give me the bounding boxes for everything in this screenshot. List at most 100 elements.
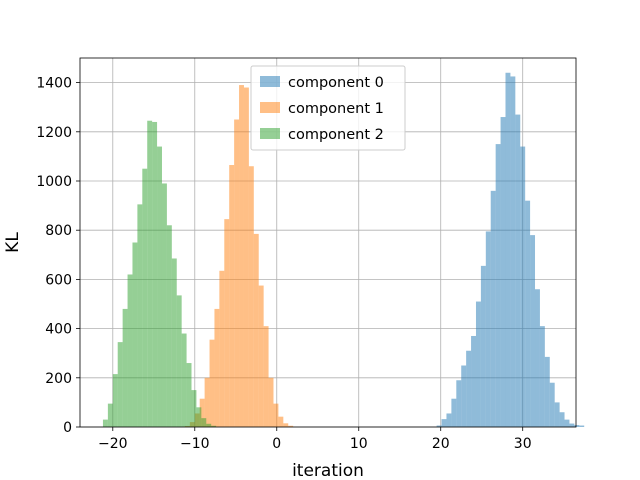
- histogram-bar: [441, 419, 447, 427]
- y-tick-label: 1400: [36, 76, 72, 92]
- x-axis-label: iteration: [292, 461, 364, 480]
- histogram-bar: [520, 146, 526, 427]
- histogram-bar: [288, 425, 294, 427]
- histogram-bar: [219, 270, 225, 427]
- histogram-bar: [549, 382, 555, 427]
- histogram-bar: [451, 398, 457, 427]
- histogram-bar: [137, 204, 143, 427]
- series-1-bars: [184, 85, 294, 428]
- legend: component 0 component 1 component 2: [250, 65, 406, 151]
- histogram-bar: [480, 265, 486, 427]
- y-tick-label: 1200: [36, 125, 72, 141]
- histogram-bar: [283, 423, 289, 427]
- legend-swatch: [260, 128, 280, 139]
- histogram-bar: [211, 425, 217, 427]
- histogram-bar: [243, 87, 249, 428]
- histogram-bar: [466, 350, 472, 427]
- histogram-bar: [278, 416, 284, 427]
- histogram-bar: [535, 289, 540, 427]
- x-tick-label: −20: [98, 436, 128, 452]
- histogram-bar: [152, 121, 158, 428]
- histogram-bar: [510, 76, 516, 427]
- histogram-bar: [574, 425, 580, 427]
- y-tick-label: 1000: [36, 174, 72, 190]
- legend-swatch: [260, 76, 280, 87]
- histogram-bar: [204, 377, 210, 427]
- histogram-bar: [171, 258, 177, 427]
- histogram-bar: [102, 419, 108, 427]
- histogram-bar: [206, 423, 212, 427]
- histogram-bar: [209, 339, 215, 427]
- x-tick-label: 20: [432, 436, 450, 452]
- histogram-bar: [239, 85, 244, 427]
- histogram-bar: [471, 335, 476, 427]
- histogram-bar: [490, 190, 496, 427]
- histogram-bar: [500, 117, 506, 427]
- histogram-bar: [214, 308, 220, 427]
- series-2-bars: [102, 120, 217, 428]
- histogram-bar: [258, 285, 264, 427]
- histogram-bar: [157, 146, 162, 427]
- histogram-bar: [569, 423, 575, 427]
- histogram-bar: [147, 120, 153, 427]
- histogram-bar: [564, 419, 570, 427]
- histogram-bar: [107, 403, 113, 427]
- histogram-bar: [132, 242, 138, 427]
- histogram-bar: [127, 274, 133, 427]
- y-tick-label: 800: [45, 223, 72, 239]
- histogram-bar: [456, 380, 462, 427]
- plot-frame: [79, 57, 577, 428]
- histogram-bar: [199, 398, 205, 427]
- histogram-bar: [485, 231, 491, 427]
- histogram-bar: [263, 326, 269, 427]
- histogram-bar: [273, 403, 279, 427]
- histogram-bars: [102, 72, 585, 428]
- histogram-bar: [248, 166, 254, 428]
- legend-label: component 1: [288, 101, 384, 117]
- y-axis-label: KL: [3, 232, 23, 253]
- x-tick-label: −10: [180, 436, 210, 452]
- x-tick-label: 10: [350, 436, 368, 452]
- x-tick-label: 0: [272, 436, 281, 452]
- legend-label: component 0: [288, 75, 384, 91]
- histogram-bar: [530, 235, 536, 427]
- histogram-bar: [201, 418, 207, 427]
- histogram-bar: [461, 365, 467, 427]
- histogram-bar: [186, 363, 192, 427]
- histogram-bar: [122, 308, 128, 427]
- y-tick-label: 0: [63, 420, 72, 436]
- histogram-bar: [161, 183, 167, 427]
- histogram-bar: [229, 165, 235, 427]
- histogram-bar: [176, 295, 182, 427]
- histogram-bar: [112, 374, 118, 427]
- histogram-bar: [117, 342, 123, 427]
- histogram-bar: [191, 390, 197, 427]
- legend-swatch: [260, 102, 280, 113]
- histogram-bar: [525, 200, 531, 427]
- histogram-bar: [142, 168, 148, 427]
- histogram-bar: [166, 225, 172, 427]
- histogram-bar: [234, 119, 240, 427]
- series-0-bars: [436, 72, 585, 427]
- histogram-bar: [554, 402, 560, 427]
- histogram-bar: [475, 301, 481, 427]
- y-tick-label: 400: [45, 322, 72, 338]
- y-tick-label: 200: [45, 371, 72, 387]
- y-tick-label: 600: [45, 272, 72, 288]
- histogram-bar: [446, 413, 452, 427]
- histogram-bar: [253, 233, 259, 427]
- histogram-bar: [515, 114, 521, 427]
- legend-label: component 2: [288, 127, 384, 143]
- axis-ticks: −20 −10 0 10 20 30 0 200 400 600 800 1000 1200 1400: [36, 76, 531, 452]
- histogram-bar: [436, 425, 442, 427]
- histogram-bar: [181, 333, 187, 427]
- histogram-bar: [268, 377, 274, 427]
- histogram-bar: [539, 326, 545, 427]
- histogram-bar: [544, 356, 550, 427]
- legend-box: [250, 65, 406, 151]
- histogram-bar: [505, 72, 511, 427]
- histogram-bar: [579, 425, 585, 427]
- x-tick-label: 30: [514, 436, 532, 452]
- histogram-bar: [495, 144, 501, 427]
